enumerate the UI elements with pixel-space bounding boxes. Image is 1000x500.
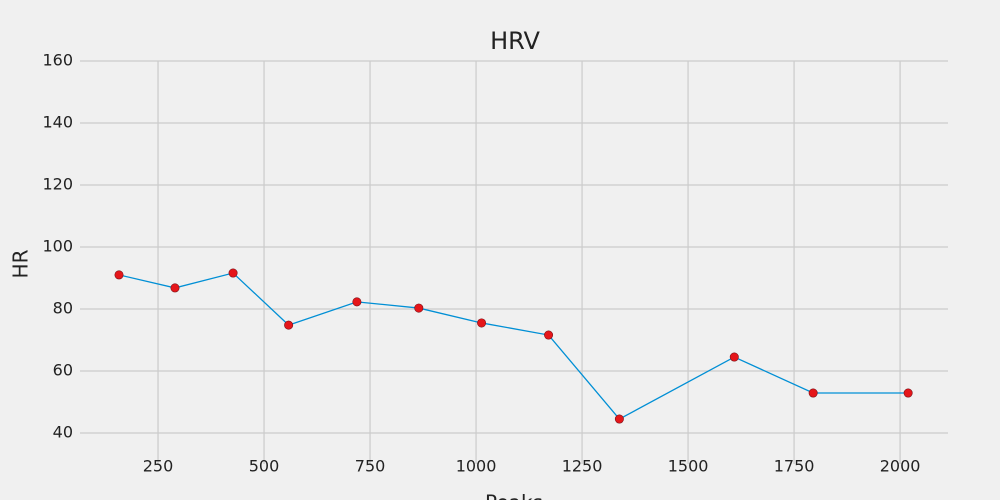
- x-tick-label: 250: [143, 457, 174, 476]
- x-tick-label: 1000: [456, 457, 497, 476]
- x-tick-label: 2000: [880, 457, 921, 476]
- y-axis-label: HR: [9, 249, 33, 278]
- y-tick-label: 80: [53, 299, 73, 318]
- x-tick-label: 1500: [668, 457, 709, 476]
- marker: [544, 330, 554, 340]
- x-tick-label: 750: [355, 457, 386, 476]
- marker: [170, 283, 180, 293]
- y-tick-label: 120: [42, 175, 73, 194]
- y-tick-label: 140: [42, 113, 73, 132]
- marker: [114, 270, 124, 280]
- chart-title: HRV: [490, 27, 540, 55]
- marker: [284, 320, 294, 330]
- y-tick-label: 160: [42, 51, 73, 70]
- marker: [477, 318, 487, 328]
- x-tick-label: 500: [249, 457, 280, 476]
- marker: [352, 297, 362, 307]
- x-axis-label: Peaks: [485, 491, 543, 500]
- y-tick-label: 100: [42, 237, 73, 256]
- line: [118, 272, 909, 420]
- y-tick-label: 60: [53, 361, 73, 380]
- marker: [228, 268, 238, 278]
- marker: [614, 414, 624, 424]
- marker: [903, 388, 913, 398]
- x-tick-label: 1750: [774, 457, 815, 476]
- marker: [414, 303, 424, 313]
- marker: [729, 352, 739, 362]
- x-tick-label: 1250: [562, 457, 603, 476]
- marker: [808, 388, 818, 398]
- y-tick-label: 40: [53, 423, 73, 442]
